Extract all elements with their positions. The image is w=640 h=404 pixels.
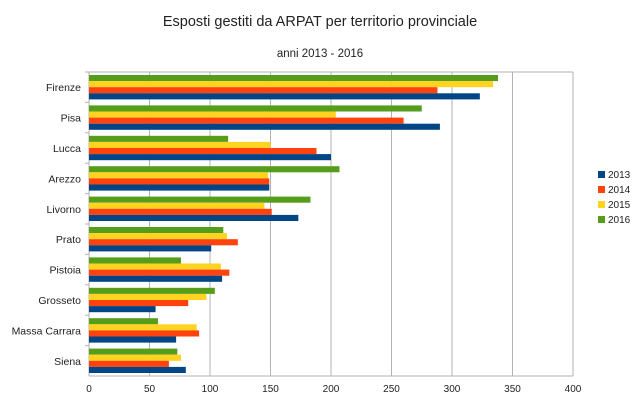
chart-subtitle: anni 2013 - 2016 — [277, 48, 363, 60]
bar-livorno-2016 — [89, 196, 311, 203]
bar-massa-carrara-2016 — [89, 318, 158, 325]
bar-siena-2014 — [89, 360, 169, 367]
bar-pistoia-2015 — [89, 263, 221, 270]
bar-firenze-2013 — [89, 93, 480, 100]
bar-massa-carrara-2013 — [89, 336, 177, 343]
bar-pisa-2014 — [89, 117, 404, 124]
category-label: Grosseto — [38, 295, 81, 307]
bar-lucca-2013 — [89, 154, 331, 161]
bar-prato-2013 — [89, 245, 212, 252]
category-labels: Firenze Pisa Lucca Arezzo Livorno Prato Pistoi… — [12, 82, 82, 368]
category-label: Livorno — [47, 204, 82, 216]
bar-livorno-2014 — [89, 208, 272, 215]
bar-lucca-2016 — [89, 135, 229, 142]
category-label: Pisa — [61, 113, 82, 125]
bar-pistoia-2016 — [89, 257, 181, 264]
bar-lucca-2014 — [89, 148, 317, 155]
bar-grosseto-2013 — [89, 306, 156, 313]
legend-swatch-2013 — [598, 171, 605, 178]
category-label: Prato — [56, 234, 81, 246]
x-tick-label: 400 — [565, 384, 582, 395]
bar-prato-2015 — [89, 233, 227, 240]
legend-label-2014: 2014 — [608, 185, 631, 196]
legend-swatch-2015 — [598, 201, 605, 208]
category-label: Massa Carrara — [12, 325, 82, 337]
bar-arezzo-2014 — [89, 178, 270, 185]
legend-swatch-2014 — [598, 186, 605, 193]
bar-pisa-2013 — [89, 123, 440, 130]
legend-label-2013: 2013 — [608, 170, 631, 181]
legend-swatch-2016 — [598, 216, 605, 223]
x-tick-label: 300 — [444, 384, 461, 395]
x-tick-label: 100 — [202, 384, 219, 395]
bar-arezzo-2015 — [89, 172, 269, 179]
category-label: Lucca — [53, 143, 81, 155]
bar-massa-carrara-2014 — [89, 330, 200, 337]
bar-firenze-2014 — [89, 87, 438, 94]
category-label: Arezzo — [48, 173, 81, 185]
bar-grosseto-2016 — [89, 287, 215, 294]
x-tick-label: 50 — [144, 384, 156, 395]
bar-pistoia-2013 — [89, 275, 223, 282]
bar-siena-2015 — [89, 354, 181, 361]
chart-title: Esposti gestiti da ARPAT per territorio … — [163, 14, 477, 30]
bar-livorno-2013 — [89, 214, 299, 221]
bar-firenze-2015 — [89, 81, 494, 88]
legend: 2013 2014 2015 2016 — [598, 170, 631, 226]
x-tick-label: 350 — [504, 384, 521, 395]
x-tick-label: 0 — [86, 384, 92, 395]
bar-grosseto-2014 — [89, 300, 189, 307]
bar-arezzo-2013 — [89, 184, 270, 191]
x-tick-label: 250 — [383, 384, 400, 395]
x-tick-label: 150 — [262, 384, 279, 395]
bar-pistoia-2014 — [89, 269, 230, 276]
bar-prato-2014 — [89, 239, 238, 246]
bar-massa-carrara-2015 — [89, 324, 197, 331]
bar-lucca-2015 — [89, 141, 271, 148]
bar-grosseto-2015 — [89, 293, 207, 300]
bars — [89, 75, 498, 373]
bar-pisa-2015 — [89, 111, 336, 118]
bar-siena-2013 — [89, 366, 186, 373]
bar-pisa-2016 — [89, 105, 422, 112]
bar-arezzo-2016 — [89, 166, 340, 173]
category-label: Siena — [54, 356, 81, 368]
category-label: Firenze — [46, 82, 81, 94]
x-tick-labels: 0 50 100 150 200 250 300 350 400 — [86, 384, 582, 395]
category-label: Pistoia — [49, 265, 81, 277]
bar-firenze-2016 — [89, 75, 498, 82]
bar-siena-2016 — [89, 348, 178, 355]
legend-label-2015: 2015 — [608, 200, 631, 211]
bar-livorno-2015 — [89, 202, 265, 209]
legend-label-2016: 2016 — [608, 215, 631, 226]
bar-prato-2016 — [89, 227, 224, 234]
x-tick-label: 200 — [323, 384, 340, 395]
